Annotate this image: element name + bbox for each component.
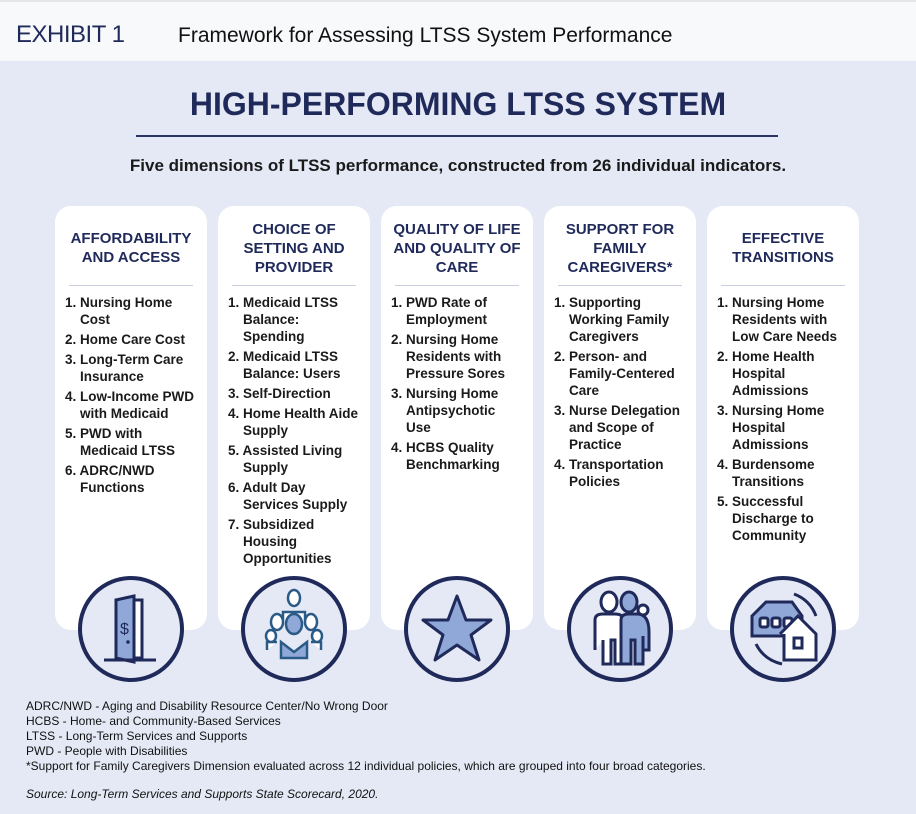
indicator-item: 5. Assisted Living Supply [228,443,343,475]
house-transition-icon [730,576,836,682]
indicator-item: 3. Nursing Home Antipsychotic Use [391,386,499,435]
people-group-icon [241,576,347,682]
dimension-title: CHOICE OF SETTING AND PROVIDER [243,220,345,276]
indicator-item: 1. Nursing Home Cost [65,295,173,327]
indicator-item: 1. PWD Rate of Employment [391,295,488,327]
indicator-item: 2. Nursing Home Residents with Pressure … [391,332,506,381]
exhibit-title: Framework for Assessing LTSS System Perf… [178,24,673,47]
indicator-item: 4. Transportation Policies [554,457,664,489]
indicator-item: 4. Home Health Aide Supply [228,406,359,438]
indicator-list: 1. Supporting Working Family Caregivers 2… [554,294,686,490]
indicator-item: 3. Self-Direction [228,386,331,401]
indicator-item: 2. Person- and Family-Centered Care [554,349,675,398]
indicator-item: 1. Medicaid LTSS Balance: Spending [228,295,339,344]
exhibit-label: EXHIBIT 1 [16,21,125,48]
title-divider [69,285,193,286]
indicator-item: 4. Low-Income PWD with Medicaid [65,389,195,421]
indicator-item: 1. Nursing Home Residents with Low Care … [717,295,838,344]
dimension-title: EFFECTIVE TRANSITIONS [732,230,834,266]
indicator-item: 6. Adult Day Services Supply [228,480,348,512]
indicator-item: 2. Medicaid LTSS Balance: Users [228,349,341,381]
header: EXHIBIT 1 Framework for Assessing LTSS S… [0,0,916,61]
caregiver-icon [567,576,673,682]
indicator-item: 3. Long-Term Care Insurance [65,352,184,384]
footnote: HCBS - Home- and Community-Based Service… [26,714,281,728]
footnote: *Support for Family Caregivers Dimension… [26,759,706,773]
indicator-list: 1. Nursing Home Residents with Low Care … [717,294,849,544]
indicator-item: 3. Nursing Home Hospital Admissions [717,403,825,452]
indicator-item: 1. Supporting Working Family Caregivers [554,295,670,344]
indicator-item: 4. Burdensome Transitions [717,457,815,489]
subtitle: Five dimensions of LTSS performance, con… [129,156,787,175]
indicator-list: 1. Medicaid LTSS Balance: Spending 2. Med… [228,294,360,567]
indicator-item: 6. ADRC/NWD Functions [65,463,155,495]
dimension-title: AFFORDABILITY AND ACCESS [70,230,192,266]
indicator-list: 1. Nursing Home Cost 2. Home Care Cost 3. … [65,294,197,496]
footnote: PWD - People with Disabilities [26,744,188,758]
title-divider [721,285,845,286]
title-divider [232,285,356,286]
title-divider [395,285,519,286]
main-title: HIGH-PERFORMING LTSS SYSTEM [189,86,727,122]
dimension-card: AFFORDABILITY AND ACCESS 1. Nursing Home … [55,206,207,630]
dimension-title: QUALITY OF LIFE AND QUALITY OF CARE [393,220,521,276]
divider [136,135,778,137]
indicator-item: 3. Nurse Delegation and Scope of Practic… [554,403,681,452]
star-icon [404,576,510,682]
indicator-item: 5. Successful Discharge to Community [717,494,814,543]
indicator-item: 2. Home Care Cost [65,332,186,347]
indicator-list: 1. PWD Rate of Employment 2. Nursing Home… [391,294,523,473]
indicator-item: 5. PWD with Medicaid LTSS [65,426,176,458]
indicator-item: 2. Home Health Hospital Admissions [717,349,815,398]
door-dollar-icon: $ [78,576,184,682]
dimension-title: SUPPORT FOR FAMILY CAREGIVERS* [565,220,675,276]
indicator-item: 4. HCBS Quality Benchmarking [391,440,500,472]
svg-text:$: $ [120,621,129,638]
dimension-card: CHOICE OF SETTING AND PROVIDER 1. Medicai… [218,206,370,630]
footnote: LTSS - Long-Term Services and Supports [26,729,248,743]
dimension-card: EFFECTIVE TRANSITIONS 1. Nursing Home Res… [707,206,859,630]
footnote: ADRC/NWD - Aging and Disability Resource… [26,699,388,713]
title-divider [558,285,682,286]
dimension-card: SUPPORT FOR FAMILY CAREGIVERS* 1. Support… [544,206,696,630]
source-note: Source: Long-Term Services and Supports … [26,787,379,801]
dimension-card: QUALITY OF LIFE AND QUALITY OF CARE 1. PW… [381,206,533,630]
indicator-item: 7. Subsidized Housing Opportunities [228,517,332,566]
